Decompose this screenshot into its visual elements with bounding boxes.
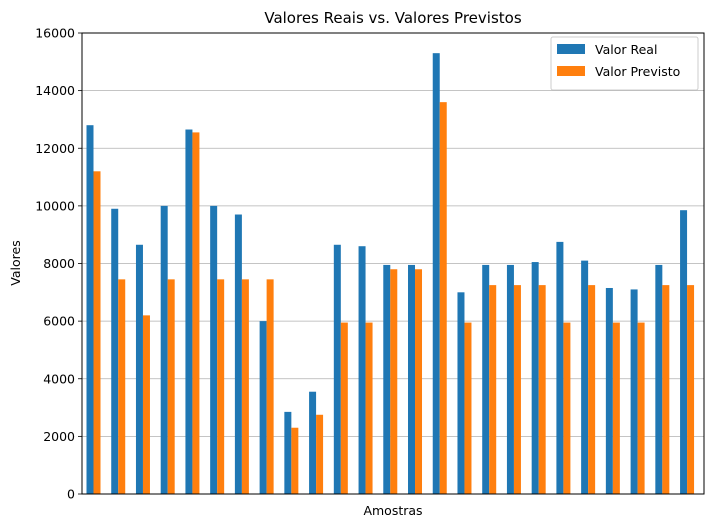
y-tick-label: 8000 — [43, 256, 75, 271]
bar-valor-previsto — [291, 427, 299, 494]
legend-swatch-previsto — [557, 66, 585, 76]
bar-valor-previsto — [439, 102, 447, 495]
bar-valor-real — [333, 244, 341, 494]
bar-valor-previsto — [217, 279, 225, 494]
bar-valor-real — [284, 411, 292, 494]
bar-valor-previsto — [266, 279, 274, 494]
bars — [86, 53, 695, 495]
bar-valor-previsto — [415, 269, 423, 494]
y-axis-ticks: 0 2000 4000 6000 8000 10000 12000 14000 16000 — [35, 26, 82, 502]
bar-valor-real — [135, 244, 143, 494]
bar-valor-real — [111, 208, 119, 494]
bar-valor-previsto — [563, 322, 571, 494]
bar-valor-real — [185, 129, 193, 494]
y-tick-label: 10000 — [35, 198, 75, 213]
bar-valor-real — [234, 214, 242, 494]
bar-valor-real — [358, 246, 366, 494]
bar-valor-real — [531, 262, 539, 494]
y-tick-label: 0 — [67, 487, 75, 502]
y-axis-label: Valores — [8, 240, 23, 285]
y-tick-label: 2000 — [43, 429, 75, 444]
bar-valor-previsto — [241, 279, 249, 494]
bar-valor-real — [309, 391, 317, 494]
bar-valor-real — [581, 260, 589, 494]
bar-valor-previsto — [316, 414, 324, 494]
bar-valor-real — [210, 205, 218, 495]
y-tick-label: 14000 — [35, 83, 75, 98]
bar-valor-previsto — [612, 322, 620, 494]
bar-valor-real — [408, 264, 416, 494]
chart-title: Valores Reais vs. Valores Previstos — [264, 9, 521, 27]
bar-valor-real — [655, 264, 663, 494]
bar-valor-real — [506, 264, 514, 494]
bar-valor-previsto — [489, 285, 497, 494]
legend-swatch-real — [557, 44, 585, 54]
y-tick-label: 6000 — [43, 314, 75, 329]
bar-valor-real — [482, 264, 490, 494]
bar-valor-previsto — [464, 322, 472, 494]
bar-valor-previsto — [340, 322, 348, 494]
bar-valor-previsto — [118, 279, 126, 494]
bar-valor-real — [556, 241, 564, 494]
bar-valor-previsto — [637, 322, 645, 494]
bar-valor-real — [160, 205, 168, 495]
legend: Valor Real Valor Previsto — [550, 36, 699, 91]
bar-valor-real — [630, 289, 638, 494]
x-axis-label: Amostras — [363, 503, 422, 518]
bar-valor-real — [383, 264, 391, 494]
bar-valor-previsto — [538, 285, 546, 494]
y-tick-label: 4000 — [43, 371, 75, 386]
legend-label-real: Valor Real — [595, 42, 657, 57]
bar-valor-previsto — [513, 285, 521, 494]
bar-valor-previsto — [390, 269, 398, 494]
y-tick-label: 16000 — [35, 26, 75, 41]
bar-valor-real — [86, 125, 94, 494]
bar-valor-real — [259, 321, 267, 495]
bar-valor-real — [680, 210, 688, 494]
bar-valor-previsto — [142, 315, 150, 494]
bar-valor-previsto — [192, 132, 200, 494]
bar-valor-previsto — [588, 285, 596, 494]
y-tick-label: 12000 — [35, 141, 75, 156]
legend-box — [550, 36, 699, 91]
bar-valor-real — [432, 53, 440, 495]
bar-valor-real — [605, 287, 613, 494]
bar-valor-previsto — [662, 285, 670, 494]
bar-valor-previsto — [167, 279, 175, 494]
legend-label-previsto: Valor Previsto — [595, 64, 680, 79]
bar-valor-previsto — [93, 171, 101, 495]
bar-valor-previsto — [365, 322, 373, 494]
bar-valor-real — [457, 292, 465, 494]
bar-valor-previsto — [687, 285, 695, 494]
